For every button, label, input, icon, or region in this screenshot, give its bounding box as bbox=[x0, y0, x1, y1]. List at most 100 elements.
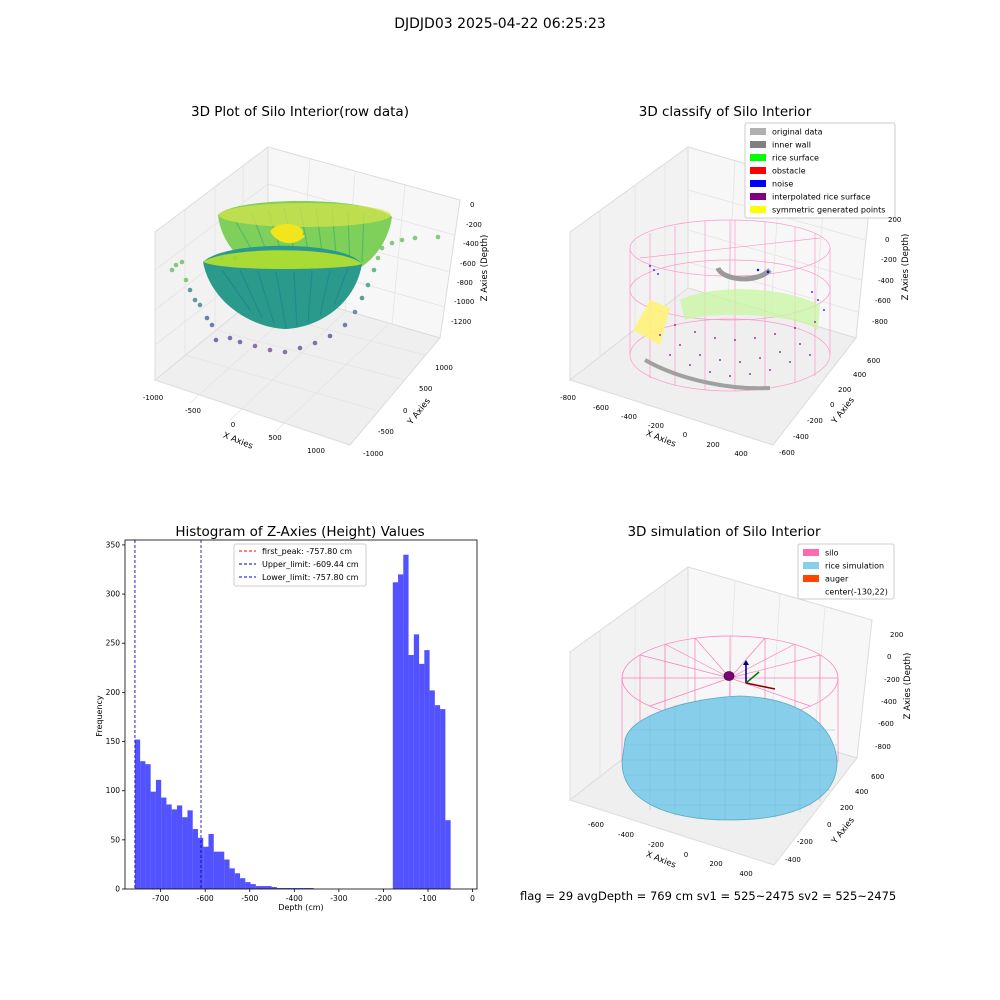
histogram-bar-37 bbox=[408, 655, 414, 889]
raw-x-tick-2: 0 bbox=[231, 421, 235, 429]
classify-z-tick-5: -800 bbox=[872, 318, 888, 326]
legend-swatch-original-data bbox=[750, 128, 766, 135]
legend-label-interpolated: interpolated rice surface bbox=[772, 193, 870, 202]
histogram-bar-35 bbox=[398, 574, 404, 889]
histogram-bar-40 bbox=[424, 650, 430, 889]
histogram-title: Histogram of Z-Axies (Height) Values bbox=[175, 524, 425, 540]
histogram-bar-19 bbox=[234, 873, 241, 889]
histogram-bar-26 bbox=[271, 887, 277, 889]
histogram-bar-24 bbox=[261, 886, 267, 889]
histogram-x-tick-label-1: -600 bbox=[197, 894, 214, 903]
histogram-xlabel: Depth (cm) bbox=[278, 903, 323, 912]
classify-y-tick-6: 600 bbox=[867, 357, 880, 365]
raw-x-tick-0: -1000 bbox=[143, 394, 163, 402]
histogram-y-tick-label-3: 150 bbox=[106, 737, 121, 746]
sim-z-tick-2: -200 bbox=[884, 676, 900, 684]
histogram-y-tick-label-1: 50 bbox=[110, 835, 120, 844]
histogram-bar-32 bbox=[303, 888, 309, 889]
histogram-y-tick-label-0: 0 bbox=[115, 885, 120, 894]
raw-ylabel: Y Axies bbox=[405, 396, 433, 428]
sim-y-tick-2: 0 bbox=[827, 821, 831, 829]
legend-swatch-silo bbox=[803, 549, 819, 556]
legend-label-rice-simulation: rice simulation bbox=[825, 562, 884, 571]
raw-z-tick-0: 0 bbox=[470, 201, 474, 209]
histogram-chart: -700 -600 -500 -400 -300 -200 -100 0 0 50 100 150 2… bbox=[95, 539, 478, 912]
raw-x-tick-4: 1000 bbox=[307, 447, 325, 455]
classify-legend: original data inner wall rice surface ob… bbox=[744, 122, 896, 219]
raw-y-tick-3: 500 bbox=[419, 385, 432, 393]
sim-zlabel: Z Axies (Depth) bbox=[903, 653, 913, 720]
legend-label-lower-limit: Lower_limit: -757.80 cm bbox=[262, 573, 359, 582]
histogram-bar-44 bbox=[445, 820, 451, 889]
sim-y-tick-4: 400 bbox=[855, 788, 868, 796]
rice-simulation-surface bbox=[621, 695, 838, 821]
sim-y-tick-1: -200 bbox=[797, 838, 813, 846]
sim-x-tick-3: 0 bbox=[684, 851, 688, 859]
histogram-bar-0 bbox=[134, 739, 141, 889]
histogram-bar-9 bbox=[182, 817, 188, 889]
histogram-vlines bbox=[134, 540, 202, 889]
classify-z-tick-0: 200 bbox=[888, 216, 901, 224]
classify-z-tick-2: -200 bbox=[881, 256, 897, 264]
histogram-bar-21 bbox=[245, 882, 251, 889]
histogram-y-tick-label-7: 350 bbox=[106, 540, 121, 549]
legend-swatch-auger bbox=[803, 575, 819, 582]
histogram-bar-14 bbox=[208, 833, 214, 889]
legend-swatch-interpolated bbox=[750, 193, 766, 200]
classify-y-tick-5: 400 bbox=[853, 371, 866, 379]
sim-x-tick-1: -400 bbox=[618, 831, 634, 839]
raw-z-tick-4: -800 bbox=[457, 279, 473, 287]
histogram-bar-43 bbox=[440, 709, 446, 889]
simulation-panel-title: 3D simulation of Silo Interior bbox=[627, 524, 821, 540]
histogram-x-tick-label-3: -400 bbox=[286, 894, 303, 903]
histogram-bar-28 bbox=[282, 888, 288, 889]
classify-x-tick-4: 0 bbox=[683, 431, 687, 439]
legend-label-original-data: original data bbox=[772, 128, 823, 137]
raw-y-tick-4: 1000 bbox=[435, 364, 453, 372]
sim-z-tick-5: -800 bbox=[875, 743, 891, 751]
legend-label-inner-wall: inner wall bbox=[772, 141, 811, 150]
sim-ylabel: Y Axies bbox=[829, 815, 857, 847]
histogram-bar-25 bbox=[266, 886, 272, 889]
classify-z-tick-3: -400 bbox=[878, 277, 894, 285]
histogram-x-ticks: -700 -600 -500 -400 -300 -200 -100 0 bbox=[152, 889, 475, 903]
histogram-bar-3 bbox=[150, 791, 156, 889]
legend-label-symmetric: symmetric generated points bbox=[772, 206, 885, 215]
classify-x-tick-6: 400 bbox=[734, 450, 747, 458]
histogram-bar-10 bbox=[187, 810, 193, 889]
auger-marker bbox=[723, 671, 735, 681]
classify-y-tick-3: 0 bbox=[830, 401, 834, 409]
classify-x-tick-1: -600 bbox=[593, 404, 609, 412]
sim-x-tick-4: 200 bbox=[709, 860, 722, 868]
histogram-bar-8 bbox=[176, 805, 183, 889]
axis-arrow-x bbox=[745, 682, 776, 690]
histogram-bar-5 bbox=[161, 797, 167, 889]
raw-y-tick-0: -1000 bbox=[363, 450, 383, 458]
histogram-x-tick-label-5: -200 bbox=[375, 894, 392, 903]
classify-y-tick-0: -600 bbox=[779, 449, 795, 457]
legend-label-first-peak: first_peak: -757.80 cm bbox=[262, 547, 352, 556]
sim-x-tick-5: 400 bbox=[739, 870, 752, 878]
histogram-bar-7 bbox=[171, 809, 177, 889]
simulation-3d-plot: silo rice simulation auger center(-130,2… bbox=[568, 543, 913, 878]
figure-title: DJDJD03 2025-04-22 06:25:23 bbox=[394, 16, 606, 32]
histogram-x-tick-label-7: 0 bbox=[470, 894, 475, 903]
histogram-y-ticks: 0 50 100 150 200 250 300 350 bbox=[106, 540, 125, 894]
legend-label-center: center(-130,22) bbox=[825, 588, 888, 597]
histogram-y-tick-label-5: 250 bbox=[106, 639, 121, 648]
simulation-legend: silo rice simulation auger center(-130,2… bbox=[797, 543, 895, 600]
classify-zlabel: Z Axies (Depth) bbox=[901, 234, 911, 301]
legend-swatch-inner-wall bbox=[750, 141, 766, 148]
raw-z-tick-3: -600 bbox=[460, 260, 476, 268]
sim-x-tick-0: -600 bbox=[588, 821, 604, 829]
classify-xlabel: X Axies bbox=[644, 429, 677, 450]
histogram-bar-11 bbox=[192, 829, 198, 889]
raw-z-tick-1: -200 bbox=[466, 221, 482, 229]
histogram-ylabel: Frequency bbox=[95, 695, 104, 737]
histogram-y-tick-label-4: 200 bbox=[106, 688, 121, 697]
legend-swatch-obstacle bbox=[750, 167, 766, 174]
raw-z-tick-5: -1000 bbox=[454, 298, 474, 306]
legend-swatch-rice-surface bbox=[750, 154, 766, 161]
classify-z-tick-1: 0 bbox=[885, 236, 889, 244]
sim-z-tick-0: 200 bbox=[890, 631, 903, 639]
